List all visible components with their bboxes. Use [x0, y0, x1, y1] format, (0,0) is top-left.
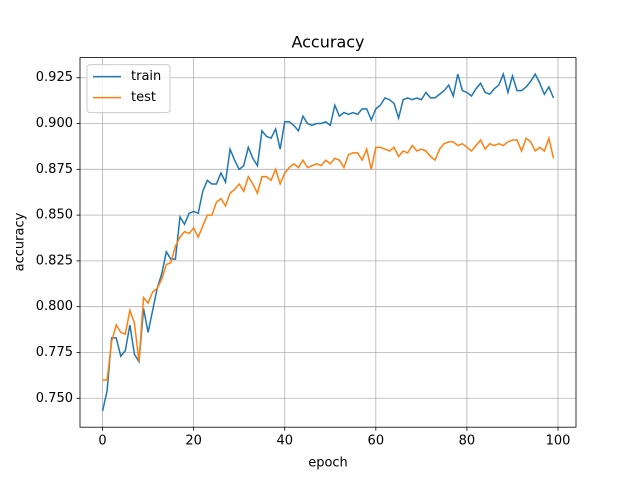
x-tick-label: 80: [459, 434, 476, 449]
y-tick-label: 0.775: [36, 345, 73, 360]
x-axis-label: epoch: [308, 456, 348, 471]
y-tick-label: 0.825: [36, 253, 73, 268]
x-tick-label: 0: [98, 434, 106, 449]
y-tick-label: 0.800: [36, 299, 73, 314]
y-tick-label: 0.750: [36, 391, 73, 406]
y-tick-label: 0.925: [36, 70, 73, 85]
legend-label: test: [131, 90, 156, 105]
axes-frame: [79, 57, 577, 428]
line-series: [101, 71, 555, 412]
legend-label: train: [131, 69, 161, 84]
x-tick-label: 60: [368, 434, 385, 449]
y-tick-label: 0.850: [36, 208, 73, 223]
y-tick-label: 0.875: [36, 162, 73, 177]
x-tick-label: 20: [185, 434, 202, 449]
chart-title: Accuracy: [291, 33, 364, 52]
x-tick-label: 100: [546, 434, 571, 449]
line-series: [102, 135, 555, 381]
x-tick-label: 40: [276, 434, 293, 449]
y-tick-label: 0.900: [36, 116, 73, 131]
y-axis-label: accuracy: [13, 212, 28, 271]
